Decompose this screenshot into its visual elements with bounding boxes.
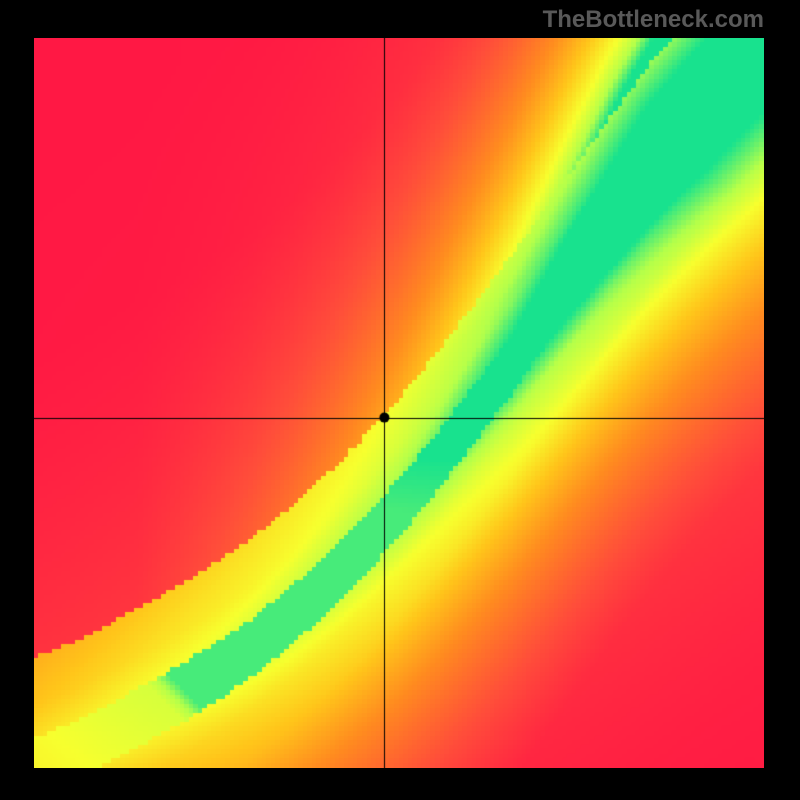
watermark-text: TheBottleneck.com (543, 6, 764, 34)
figure-container: TheBottleneck.com (0, 0, 800, 800)
bottleneck-heatmap (34, 38, 764, 768)
